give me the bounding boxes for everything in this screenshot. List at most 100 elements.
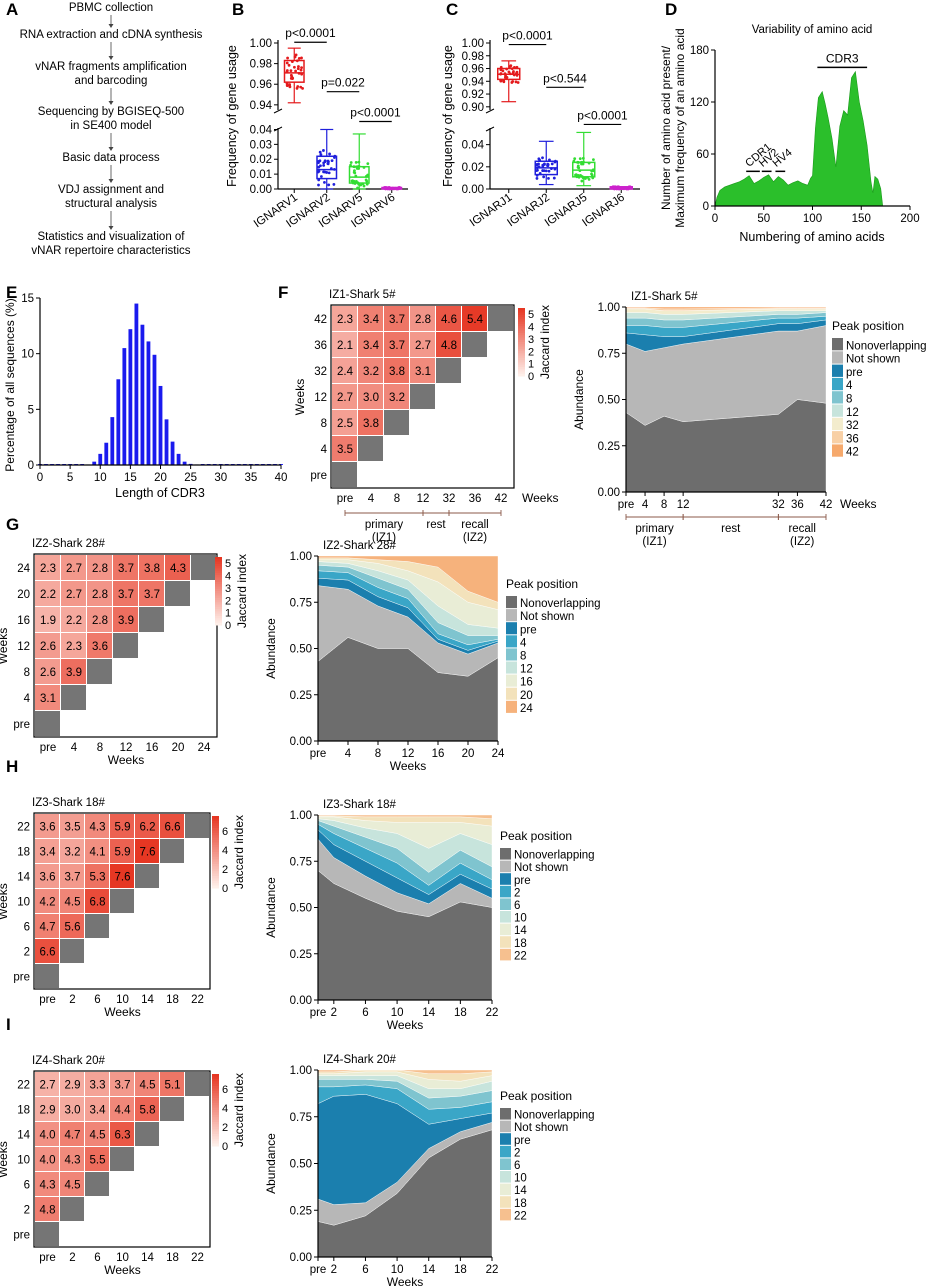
colorbar-tick-label: 0: [222, 883, 228, 895]
legend-label: Not shown: [514, 1122, 568, 1134]
axis-break: [485, 126, 495, 132]
colorbar-segment: [212, 1105, 219, 1109]
data-point: [552, 176, 556, 180]
legend-swatch: [500, 1196, 511, 1208]
heatmap-value: 2.2: [66, 615, 82, 627]
colorbar-tick-label: 6: [222, 1084, 228, 1096]
colorbar-segment: [215, 561, 222, 565]
data-point: [537, 165, 541, 169]
phase-label: (IZ1): [372, 532, 396, 544]
data-point: [293, 55, 297, 59]
diagonal-cell: [139, 607, 164, 632]
data-point: [362, 166, 366, 169]
diagonal-cell: [85, 914, 109, 938]
heatmap-frame: [33, 812, 211, 990]
x-tick-label: pre: [337, 493, 354, 505]
data-point: [332, 183, 336, 186]
area-chart-title: IZ3-Shark 18#: [323, 799, 396, 811]
heatmap-cell: [110, 1072, 134, 1096]
y-tick-label: 0.98: [462, 51, 484, 63]
y-tick-label: 0.03: [250, 139, 272, 151]
cdr3-bar: [170, 441, 175, 465]
x-tick-label: 4: [345, 748, 352, 760]
heatmap-value: 7.6: [140, 847, 156, 859]
colorbar-tick-label: 1: [528, 359, 534, 371]
flow-arrow-head: [108, 226, 114, 230]
heatmap-cell: [60, 1122, 84, 1146]
data-point: [512, 73, 516, 77]
heatmap-value: 4.5: [65, 897, 81, 909]
cdr3-bar: [140, 324, 145, 465]
colorbar-tick-label: 3: [528, 334, 534, 346]
y-tick-label: 1.00: [250, 38, 272, 50]
flow-arrow-head: [108, 101, 114, 105]
legend-label: Nonoverlapping: [520, 598, 601, 610]
data-point: [538, 171, 542, 175]
heatmap-value: 3.9: [66, 667, 82, 679]
colorbar-segment: [212, 837, 219, 841]
heatmap-cell: [87, 633, 112, 658]
colorbar-segment: [212, 1138, 219, 1142]
cdr3-bar: [128, 329, 133, 465]
legend-label: 8: [846, 394, 852, 406]
x-tick-label: IGNARJ6: [580, 192, 627, 230]
legend-swatch: [500, 885, 511, 898]
heatmap-value: 6.8: [90, 897, 106, 909]
heatmap-cell: [160, 1072, 184, 1096]
diagonal-cell: [191, 555, 216, 580]
x-tick-label: 20: [172, 742, 185, 754]
legend-label: pre: [514, 1135, 531, 1147]
data-point: [322, 163, 326, 167]
y-tick-label: 8: [24, 667, 30, 679]
y-tick-label: 12: [17, 641, 30, 653]
data-point: [322, 161, 326, 165]
data-point: [365, 182, 369, 186]
data-point: [576, 160, 579, 164]
heatmap-cell: [87, 581, 112, 606]
heatmap-value: 2.2: [40, 589, 56, 601]
colorbar-segment: [212, 1124, 219, 1128]
data-point: [392, 187, 396, 191]
colorbar-segment: [212, 1100, 219, 1104]
y-tick-label: 0: [28, 460, 34, 472]
data-point: [586, 175, 589, 179]
heatmap-cell: [87, 607, 112, 632]
x-tick-label: 16: [146, 742, 159, 754]
y-tick-label: 0.50: [290, 903, 312, 915]
panel-letter-c: C: [446, 0, 458, 19]
data-point: [323, 180, 326, 184]
heatmap-cell: [35, 1197, 59, 1221]
heatmap-value: 3.2: [65, 847, 81, 859]
x-axis-label: Numbering of amino acids: [739, 230, 884, 244]
y-axis-label: Abundance: [264, 1133, 278, 1194]
heatmap-value: 3.6: [92, 641, 108, 653]
x-axis-label: Weeks: [387, 1018, 423, 1032]
y-tick-label: 0.02: [462, 162, 484, 174]
x-tick-label: pre: [310, 748, 327, 760]
data-point: [590, 173, 594, 177]
y-tick-label: 0.94: [250, 100, 273, 112]
y-tick-label: 42: [314, 314, 327, 326]
legend-swatch: [506, 700, 517, 713]
heatmap-value: 2.9: [65, 1080, 81, 1092]
diagonal-cell: [135, 1122, 159, 1146]
heatmap-value: 3.2: [389, 392, 405, 404]
colorbar-segment: [212, 1143, 219, 1147]
box-ignarv1: [283, 59, 305, 83]
data-point: [328, 152, 331, 156]
colorbar-segment: [215, 570, 222, 574]
x-tick-label: 25: [184, 472, 197, 484]
colorbar-segment: [212, 873, 219, 877]
heatmap-cell: [60, 1172, 84, 1196]
heatmap-cell: [410, 306, 435, 331]
x-axis-label: Weeks: [104, 1005, 140, 1019]
heatmap-cell: [35, 839, 59, 863]
area-layer-22: [317, 1069, 493, 1074]
flow-arrow-head: [108, 56, 114, 60]
legend-label: Not shown: [520, 611, 574, 623]
y-tick-label: 0.04: [250, 124, 273, 136]
y-tick-label: 12: [314, 392, 327, 404]
area-layer-42: [625, 306, 827, 310]
heatmap-value: 2.4: [337, 366, 354, 378]
heatmap-value: 4.5: [90, 1130, 106, 1142]
